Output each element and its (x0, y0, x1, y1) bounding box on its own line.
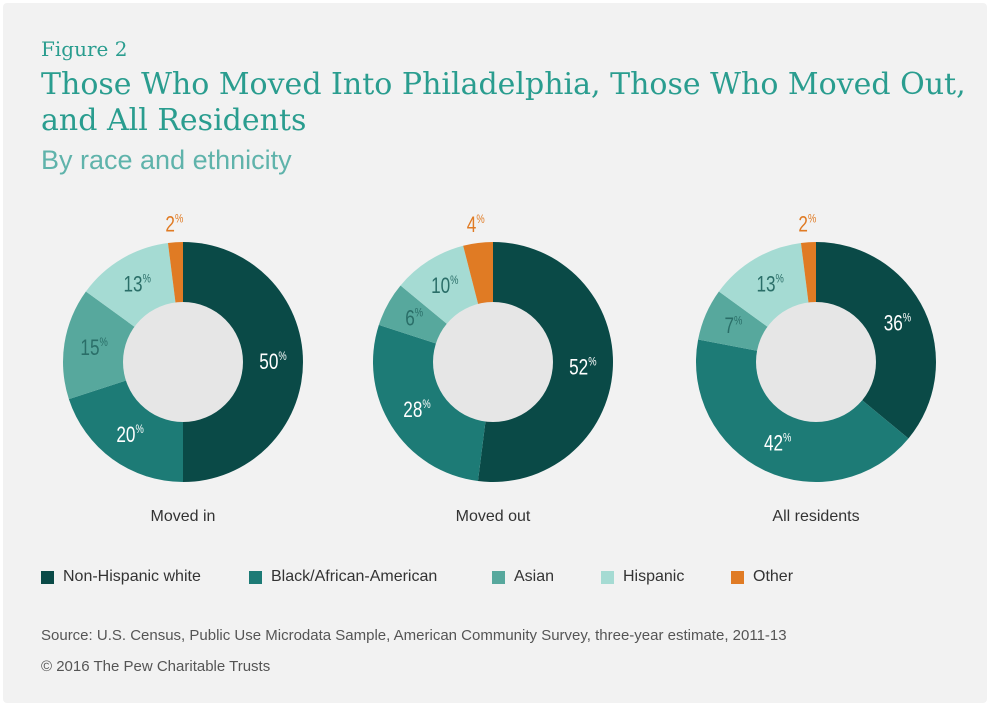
slice-label: 2% (798, 212, 816, 237)
legend-item-black: Black/African-American (249, 568, 437, 586)
percent-sign: % (903, 312, 912, 325)
legend-item-non-hispanic-white: Non-Hispanic white (41, 568, 201, 586)
percent-sign: % (734, 314, 743, 327)
percent-sign: % (450, 274, 459, 287)
legend-item-asian: Asian (492, 568, 554, 586)
figure-panel: Figure 2 Those Who Moved Into Philadelph… (3, 3, 987, 703)
donut-charts: 50%20%15%13%2%Moved in52%28%6%10%4%Moved… (63, 212, 937, 525)
percent-sign: % (588, 356, 597, 369)
donut-slice (63, 291, 183, 400)
chart-caption: All residents (772, 508, 859, 525)
legend-swatch (731, 570, 744, 584)
donut-slice (816, 242, 937, 439)
percent-sign: % (135, 423, 144, 436)
legend-swatch (249, 570, 262, 584)
figure-label: Figure 2 (41, 37, 128, 61)
donut-hole (756, 302, 876, 422)
source-note: Source: U.S. Census, Public Use Microdat… (41, 627, 787, 644)
copyright-note: © 2016 The Pew Charitable Trusts (41, 658, 271, 675)
percent-sign: % (278, 350, 287, 363)
legend-label: Hispanic (623, 568, 685, 585)
percent-sign: % (143, 272, 152, 285)
percent-sign: % (808, 212, 817, 225)
legend-label: Other (753, 568, 794, 585)
legend-item-hispanic: Hispanic (601, 568, 684, 586)
legend: Non-Hispanic white Black/African-America… (41, 568, 941, 592)
chart-caption: Moved out (456, 508, 531, 525)
chart-title: Those Who Moved Into Philadelphia, Those… (41, 67, 966, 138)
legend-label: Black/African-American (271, 568, 438, 585)
percent-sign: % (476, 213, 485, 226)
donut-hole (123, 302, 243, 422)
percent-sign: % (783, 431, 792, 444)
percent-sign: % (175, 212, 184, 225)
slice-label: 2% (165, 212, 183, 237)
percent-sign: % (422, 398, 431, 411)
percent-sign: % (415, 307, 424, 320)
legend-label: Non-Hispanic white (63, 568, 201, 585)
chart-caption: Moved in (151, 508, 216, 525)
percent-sign: % (99, 336, 108, 349)
legend-swatch (41, 570, 54, 584)
slice-label: 13% (756, 272, 784, 297)
legend-label: Asian (514, 568, 555, 585)
slice-label: 4% (467, 213, 485, 238)
legend-item-other: Other (731, 568, 793, 586)
legend-swatch (601, 570, 614, 584)
legend-swatch (492, 570, 505, 584)
slice-label: 10% (431, 274, 459, 299)
donut-hole (433, 302, 553, 422)
chart-subtitle: By race and ethnicity (41, 145, 292, 175)
percent-sign: % (776, 272, 785, 285)
